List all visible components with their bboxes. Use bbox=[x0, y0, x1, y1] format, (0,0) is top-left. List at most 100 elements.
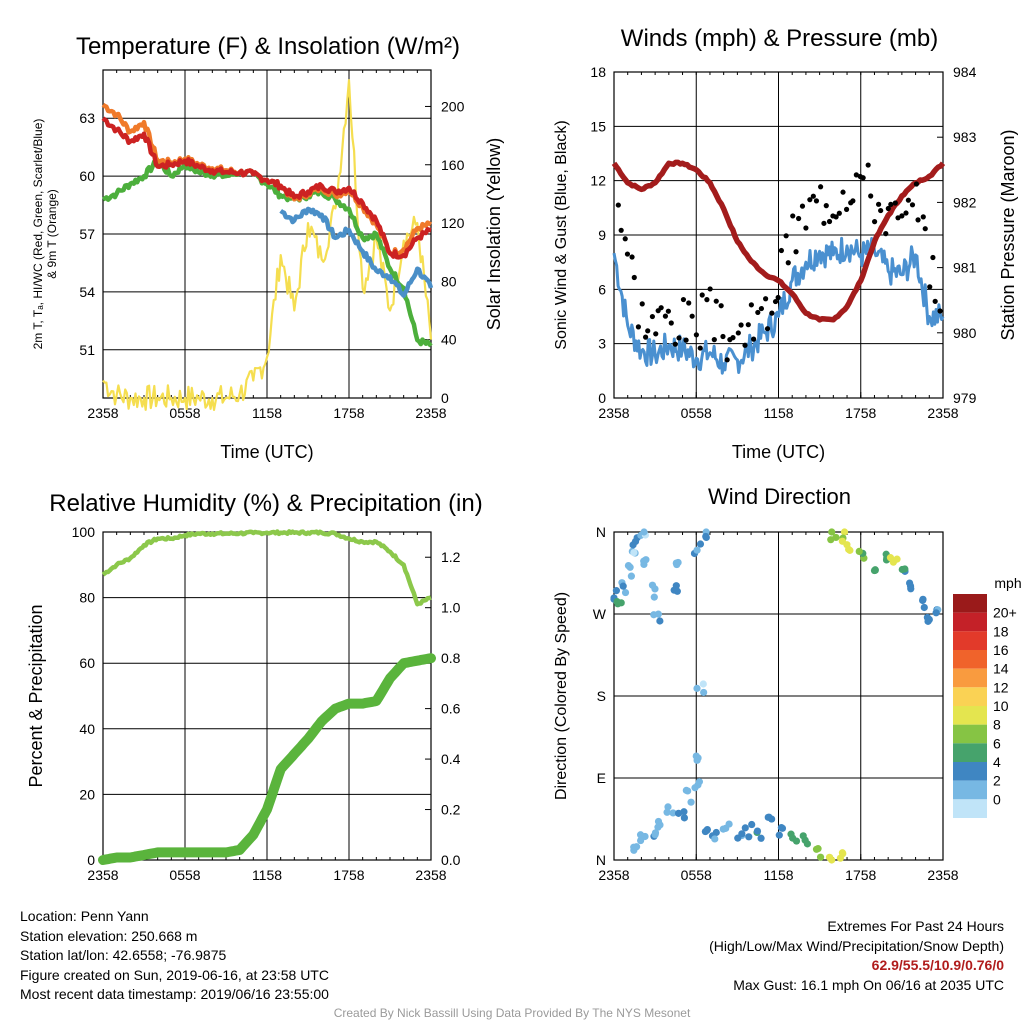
gust-point bbox=[635, 324, 641, 330]
gust-point bbox=[699, 292, 705, 298]
direction-point bbox=[799, 832, 807, 840]
x-tick-label: 0558 bbox=[169, 867, 200, 883]
direction-point bbox=[932, 609, 940, 617]
gust-point bbox=[763, 296, 769, 302]
gust-point bbox=[622, 236, 628, 242]
y-axis-label: Direction (Colored By Speed) bbox=[553, 592, 570, 800]
gust-point bbox=[785, 260, 791, 266]
direction-point bbox=[898, 565, 906, 574]
colorbar-label: 2 bbox=[993, 773, 1001, 789]
direction-point bbox=[699, 680, 707, 688]
gust-point bbox=[713, 298, 719, 304]
direction-point bbox=[812, 845, 821, 853]
y2-tick-label: 981 bbox=[953, 260, 977, 276]
x-tick-label: 0558 bbox=[681, 405, 712, 421]
colorbar-label: 14 bbox=[993, 661, 1009, 677]
credit-text: Created By Nick Bassill Using Data Provi… bbox=[333, 1006, 691, 1020]
direction-point bbox=[640, 560, 648, 568]
direction-point bbox=[840, 528, 849, 536]
direction-point bbox=[787, 830, 795, 838]
direction-point bbox=[825, 853, 834, 861]
direction-point bbox=[694, 754, 702, 762]
gust-point bbox=[775, 294, 781, 301]
x-axis-label: Time (UTC) bbox=[732, 442, 825, 462]
direction-point bbox=[748, 820, 756, 829]
colorbar-label: 10 bbox=[993, 698, 1009, 714]
direction-point bbox=[663, 808, 671, 816]
series-line-1 bbox=[101, 116, 432, 260]
direction-point bbox=[672, 582, 680, 590]
direction-point bbox=[654, 610, 662, 618]
gust-point bbox=[843, 206, 850, 212]
extremes-subtitle: (High/Low/Max Wind/Precipitation/Snow De… bbox=[709, 937, 1004, 954]
direction-point bbox=[816, 853, 825, 861]
y-tick-label: 20 bbox=[79, 786, 95, 802]
plot-frame bbox=[102, 69, 432, 399]
y-tick-label: 54 bbox=[79, 284, 95, 300]
direction-point bbox=[656, 617, 664, 625]
colorbar-label: 6 bbox=[993, 735, 1001, 751]
y2-tick-label: 160 bbox=[441, 157, 465, 173]
direction-point bbox=[656, 821, 664, 829]
direction-point bbox=[711, 835, 719, 843]
direction-point bbox=[757, 834, 765, 842]
gust-point bbox=[769, 310, 775, 316]
series-line-rh bbox=[101, 529, 432, 607]
direction-point bbox=[673, 587, 681, 595]
y-tick-label: 0 bbox=[87, 852, 95, 868]
direction-point bbox=[870, 566, 879, 575]
gust-point bbox=[653, 331, 659, 337]
gust-point bbox=[932, 298, 938, 304]
station-info: Location: Penn Yann Station elevation: 2… bbox=[20, 907, 329, 1005]
gust-point bbox=[818, 184, 824, 190]
direction-point bbox=[619, 582, 627, 590]
y-tick-label: N bbox=[596, 852, 606, 868]
direction-point bbox=[703, 826, 711, 835]
direction-point bbox=[641, 832, 649, 841]
colorbar-label: 20+ bbox=[993, 605, 1017, 621]
gust-point bbox=[793, 249, 799, 255]
panel-2: 2358 0558 1158 1758 235803691215189799809819… bbox=[553, 25, 1018, 462]
gust-point bbox=[672, 341, 678, 347]
series-line-pressure bbox=[611, 159, 946, 323]
direction-point bbox=[687, 798, 695, 806]
gust-point bbox=[707, 286, 713, 292]
y-axis-label-2: & 9m T (Orange) bbox=[45, 189, 59, 279]
gust-point bbox=[624, 251, 631, 257]
direction-point bbox=[803, 840, 812, 848]
y2-tick-label: 0.2 bbox=[441, 802, 461, 818]
x-tick-label: 2358 bbox=[927, 405, 958, 421]
colorbar-swatch bbox=[953, 799, 987, 818]
direction-point bbox=[664, 803, 672, 811]
colorbar-swatch bbox=[953, 612, 987, 632]
direction-point bbox=[614, 600, 622, 608]
colorbar-swatch bbox=[953, 687, 987, 706]
y2-tick-label: 0 bbox=[441, 390, 449, 406]
direction-point bbox=[651, 829, 660, 837]
x-axis-label: Time (UTC) bbox=[220, 442, 313, 462]
gust-point bbox=[758, 305, 764, 312]
x-tick-label: 2358 bbox=[598, 867, 629, 883]
gust-point bbox=[738, 322, 744, 328]
series-line-precip bbox=[98, 653, 436, 865]
direction-point bbox=[832, 533, 840, 542]
latlon-text: Station lat/lon: 42.6558; -76.9875 bbox=[20, 947, 227, 963]
gust-point bbox=[730, 335, 736, 341]
created-text: Figure created on Sun, 2019-06-16, at 23… bbox=[20, 966, 329, 983]
gust-point bbox=[905, 197, 911, 203]
gust-point bbox=[745, 322, 751, 328]
gust-point bbox=[913, 181, 920, 187]
gust-point bbox=[680, 296, 687, 303]
gust-point bbox=[810, 193, 816, 199]
colorbar-swatch bbox=[953, 668, 987, 688]
gust-point bbox=[885, 205, 891, 212]
direction-point bbox=[627, 572, 635, 580]
direction-point bbox=[734, 834, 742, 842]
y-tick-label: 60 bbox=[79, 168, 95, 184]
gust-point bbox=[915, 217, 921, 223]
direction-point bbox=[845, 545, 853, 553]
x-tick-label: 2358 bbox=[415, 867, 446, 883]
direction-point bbox=[630, 843, 638, 851]
colorbar-label: 12 bbox=[993, 679, 1009, 695]
